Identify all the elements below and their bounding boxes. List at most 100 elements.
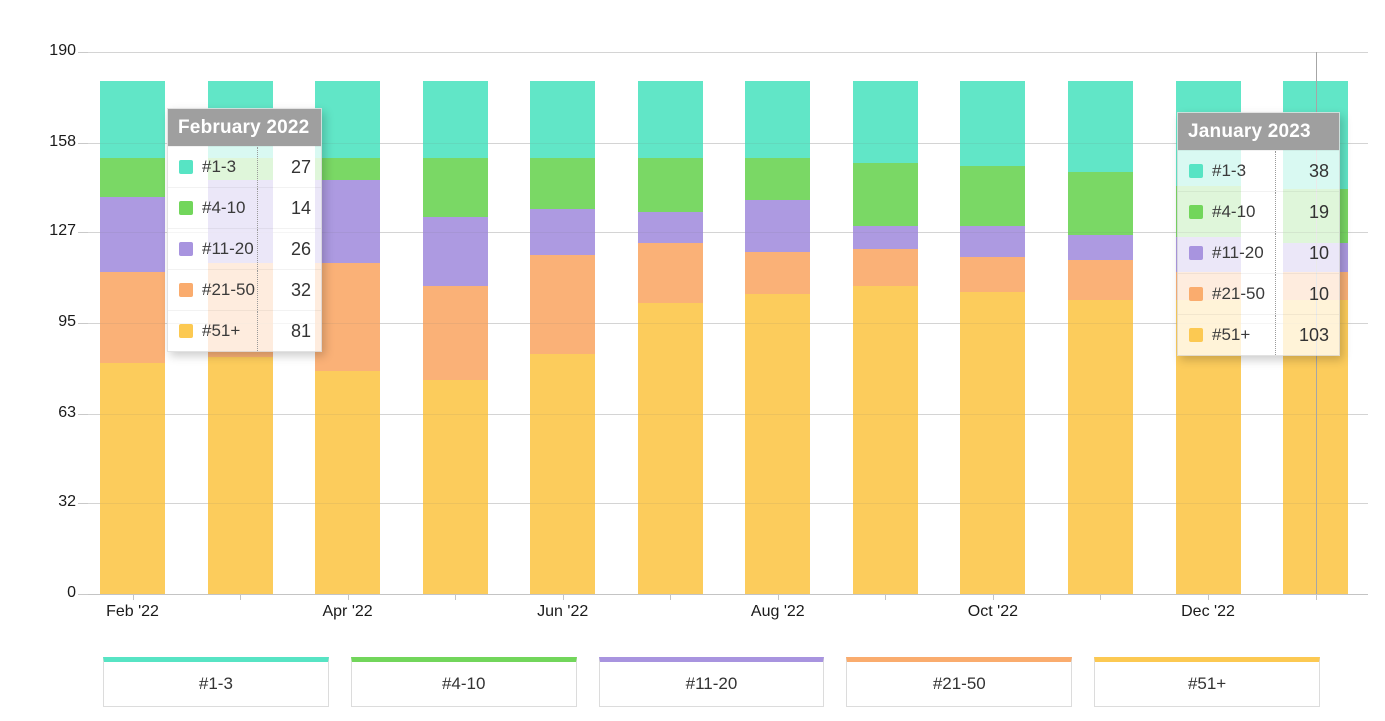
bar-Nov22-segment-4-10[interactable] [1067,171,1133,235]
series-color-chip-icon [179,324,193,338]
bar-May22-segment-11-20[interactable] [422,217,488,286]
x-axis-label: Oct '22 [967,603,1018,620]
bar-Sep22-segment-4-10[interactable] [852,163,918,226]
legend-item-label: #21-50 [932,674,986,693]
bar-Jul22-segment-4-10[interactable] [637,157,703,212]
bar-Oct22-segment-4-10[interactable] [960,166,1026,226]
bar-May22-segment-1-3[interactable] [422,80,488,158]
tooltip-row-label: #51+ [202,321,241,340]
tooltip-row-label: #21-50 [202,280,255,299]
series-color-chip-icon [179,201,193,215]
bar-Jun22-segment-51+[interactable] [530,354,596,594]
bar-Jul22-segment-51+[interactable] [637,303,703,594]
x-axis-label: Dec '22 [1181,603,1235,620]
bar-Apr22-segment-51+[interactable] [315,371,381,594]
tooltip-row-value: 81 [257,311,321,351]
bar-Apr22-segment-1-3[interactable] [315,80,381,158]
tooltip-row-label: #21-50 [1212,284,1265,303]
bar-Apr22-segment-4-10[interactable] [315,157,381,181]
bar-Jun22-segment-11-20[interactable] [530,208,596,255]
bar-Nov22-segment-11-20[interactable] [1067,234,1133,261]
x-axis-label: Jun '22 [537,603,589,620]
tooltip-row-4-10: #4-10 14 [168,187,321,228]
y-axis-tick [78,231,88,233]
bar-Oct22-segment-51+[interactable] [960,291,1026,594]
bar-Nov22-segment-21-50[interactable] [1067,260,1133,301]
bar-Aug22-segment-11-20[interactable] [745,200,811,252]
series-color-chip-icon [1189,246,1203,260]
bar-Feb22-segment-4-10[interactable] [100,157,165,198]
bar-May22-segment-51+[interactable] [422,380,488,594]
gridline-overlay-y-63 [88,414,1368,416]
bar-Sep22-segment-1-3[interactable] [852,80,918,164]
bar-Jul22-segment-21-50[interactable] [637,243,703,304]
tooltip-row-label: #1-3 [1212,161,1247,180]
legend-item-label: #1-3 [198,674,233,693]
bar-Apr22-segment-11-20[interactable] [315,180,381,264]
x-axis-tick [240,594,242,600]
tooltip-row-value: 103 [1275,315,1339,355]
tooltip-row-11-20: #11-20 10 [1178,232,1339,273]
bar-Aug22-segment-4-10[interactable] [745,157,811,201]
y-axis-label: 190 [49,42,76,59]
bar-Aug22-segment-21-50[interactable] [745,251,811,295]
tooltip-row-1-3: #1-3 27 [168,146,321,187]
tooltip-row-value: 32 [257,270,321,310]
y-axis-tick [78,143,88,145]
legend: #1-3 #4-10 #11-20 #21-50 #51+ [103,657,1320,707]
bar-Sep22-segment-51+[interactable] [852,285,918,594]
y-axis-label: 32 [58,492,76,510]
x-axis-tick [1100,594,1102,600]
bar-Aug22-segment-51+[interactable] [745,294,811,594]
bar-Apr22-segment-21-50[interactable] [315,263,381,372]
bar-Nov22-segment-51+[interactable] [1067,300,1133,594]
bar-Feb22-segment-1-3[interactable] [100,80,165,158]
bar-Sep22-segment-21-50[interactable] [852,248,918,286]
bar-Jun22-segment-21-50[interactable] [530,254,596,355]
gridline-y-190 [88,52,1368,53]
bar-May22-segment-21-50[interactable] [422,285,488,381]
bar-Sep22-segment-11-20[interactable] [852,226,918,249]
bar-Nov22-segment-1-3[interactable] [1067,80,1133,172]
legend-item-4-10[interactable]: #4-10 [350,657,577,707]
x-axis-tick [562,594,564,600]
bar-Aug22-segment-1-3[interactable] [745,80,811,158]
tooltip-row-value: 38 [1275,151,1339,191]
y-axis-tick [78,414,88,416]
legend-item-11-20[interactable]: #11-20 [598,657,825,707]
series-color-chip-icon [1189,205,1203,219]
bar-Oct22-segment-1-3[interactable] [960,80,1026,167]
bar-Feb22-segment-51+[interactable] [100,362,165,594]
legend-item-1-3[interactable]: #1-3 [103,657,329,707]
tooltip-row-21-50: #21-50 32 [168,269,321,310]
bar-May22-segment-4-10[interactable] [422,157,488,218]
tooltip-row-label: #4-10 [1212,202,1256,221]
bar-Feb22-segment-11-20[interactable] [100,197,165,272]
bar-Jun22-segment-4-10[interactable] [530,157,596,209]
tooltip-row-value: 19 [1275,192,1339,232]
bar-Jul22-segment-11-20[interactable] [637,211,703,244]
legend-item-label: #51+ [1187,674,1227,693]
bar-Oct22-segment-21-50[interactable] [960,257,1026,292]
bar-Jul22-segment-1-3[interactable] [637,80,703,158]
bar-Oct22-segment-11-20[interactable] [960,226,1026,258]
gridline-overlay-y-32 [88,502,1368,504]
tooltip-row-value: 14 [257,188,321,228]
legend-item-21-50[interactable]: #21-50 [846,657,1073,707]
x-axis-tick [1315,594,1317,600]
bar-Mar22-segment-51+[interactable] [207,357,273,594]
gridline-y-32 [88,502,1368,504]
y-axis-label: 0 [67,584,76,601]
gridline-y-127 [88,231,1368,233]
tooltip-row-label: #11-20 [1212,243,1264,262]
bar-Feb22-segment-21-50[interactable] [100,271,165,363]
tooltip-row-51+: #51+ 103 [1178,314,1339,355]
gridline-overlay-y-127 [88,231,1368,233]
tooltip-row-11-20: #11-20 26 [168,228,321,269]
legend-item-51+[interactable]: #51+ [1094,657,1320,707]
gridline-y-63 [88,414,1368,416]
bar-Jun22-segment-1-3[interactable] [530,80,596,158]
series-color-chip-icon [1189,164,1203,178]
gridline-overlay-y-95 [88,323,1368,324]
